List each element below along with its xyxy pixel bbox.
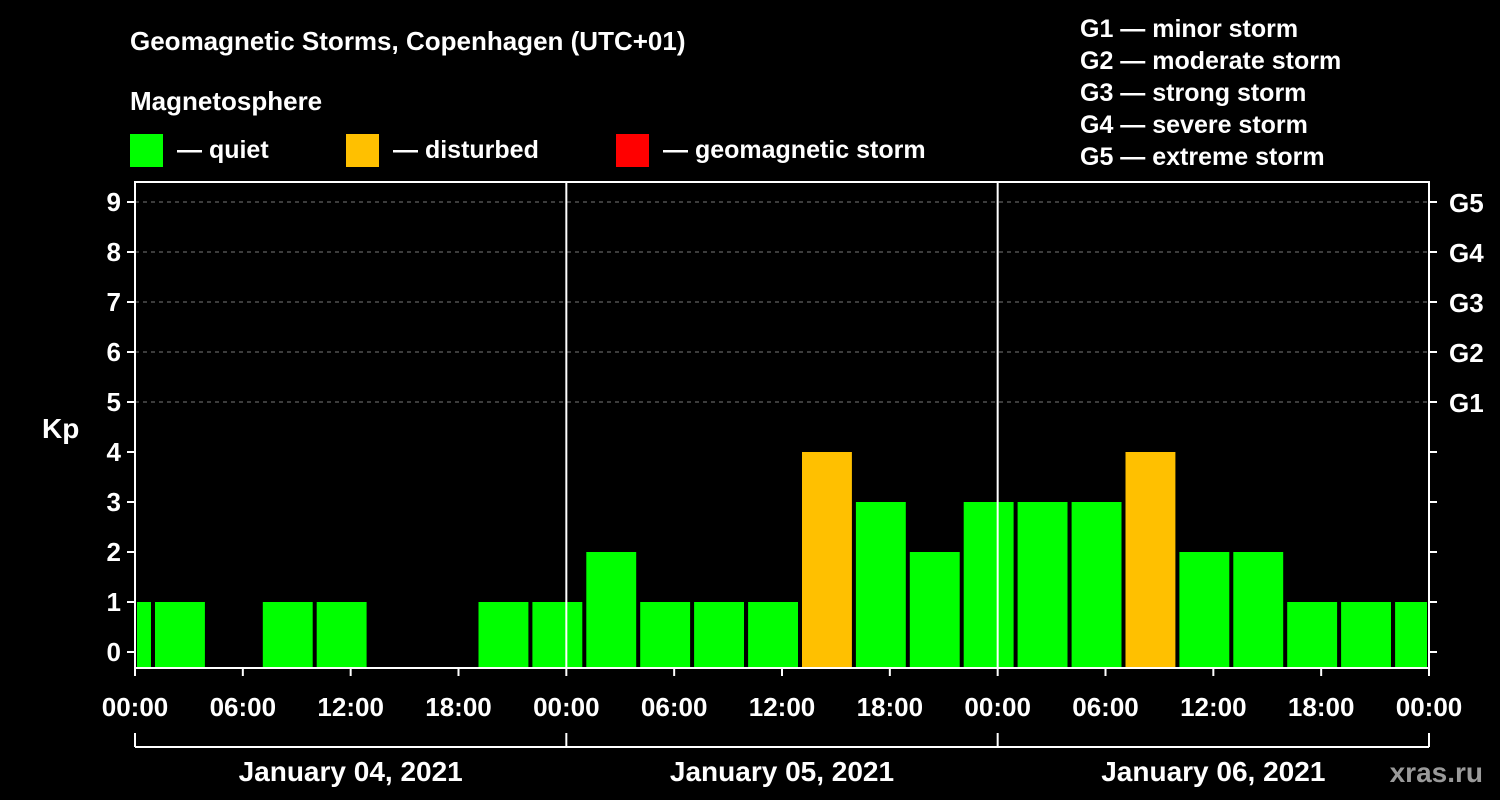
bar-13 bbox=[802, 452, 852, 668]
bar-20 bbox=[1179, 552, 1230, 668]
x-tick-label-0: 00:00 bbox=[102, 692, 169, 722]
right-axis-label-g4: G4 bbox=[1449, 238, 1484, 268]
bar-10 bbox=[640, 602, 691, 668]
x-tick-label-10: 12:00 bbox=[1180, 692, 1247, 722]
storm-scale-g4: G4 — severe storm bbox=[1080, 111, 1308, 139]
y-tick-label-0: 0 bbox=[107, 637, 121, 667]
y-tick-label-6: 6 bbox=[107, 337, 121, 367]
x-tick-label-8: 00:00 bbox=[964, 692, 1031, 722]
legend-label-disturbed: — disturbed bbox=[393, 136, 539, 164]
right-axis-label-g5: G5 bbox=[1449, 188, 1484, 218]
x-tick-label-7: 18:00 bbox=[857, 692, 924, 722]
bar-11 bbox=[694, 602, 744, 668]
right-axis-label-g1: G1 bbox=[1449, 388, 1484, 418]
y-tick-label-3: 3 bbox=[107, 487, 121, 517]
chart-title: Geomagnetic Storms, Copenhagen (UTC+01) bbox=[130, 26, 685, 56]
day-label-1: January 05, 2021 bbox=[670, 756, 894, 787]
y-tick-label-5: 5 bbox=[107, 387, 121, 417]
x-tick-label-12: 00:00 bbox=[1396, 692, 1463, 722]
legend-swatch-quiet bbox=[130, 134, 163, 167]
bar-12 bbox=[748, 602, 798, 668]
grid-lines bbox=[135, 201, 1429, 403]
axes bbox=[127, 181, 1437, 748]
x-tick-label-6: 12:00 bbox=[749, 692, 816, 722]
y-tick-label-9: 9 bbox=[107, 187, 121, 217]
bar-17 bbox=[1017, 502, 1068, 668]
bar-14 bbox=[855, 502, 906, 668]
day-label-2: January 06, 2021 bbox=[1101, 756, 1325, 787]
y-tick-label-1: 1 bbox=[107, 587, 121, 617]
bar-19 bbox=[1125, 452, 1176, 668]
bar-18 bbox=[1071, 502, 1122, 668]
magnetosphere-label: Magnetosphere bbox=[130, 86, 322, 116]
bar-23 bbox=[1341, 602, 1391, 668]
watermark: xras.ru bbox=[1390, 757, 1483, 788]
y-tick-label-2: 2 bbox=[107, 537, 121, 567]
storm-scale: G1 — minor storm G2 — moderate storm G3 … bbox=[1080, 15, 1341, 171]
legend-swatch-storm bbox=[616, 134, 649, 167]
bar-24 bbox=[1395, 602, 1427, 668]
y-tick-label-7: 7 bbox=[107, 287, 121, 317]
storm-scale-g5: G5 — extreme storm bbox=[1080, 143, 1325, 171]
legend: — quiet — disturbed — geomagnetic storm bbox=[130, 134, 926, 167]
right-axis-label-g2: G2 bbox=[1449, 338, 1484, 368]
x-tick-label-1: 06:00 bbox=[210, 692, 277, 722]
day-label-0: January 04, 2021 bbox=[239, 756, 463, 787]
y-tick-label-8: 8 bbox=[107, 237, 121, 267]
bar-15 bbox=[909, 552, 960, 668]
legend-label-quiet: — quiet bbox=[177, 136, 269, 164]
bar-4 bbox=[316, 602, 367, 668]
bars bbox=[137, 452, 1427, 668]
bar-3 bbox=[262, 602, 313, 668]
x-tick-label-5: 06:00 bbox=[641, 692, 708, 722]
bar-0 bbox=[137, 602, 151, 668]
x-tick-label-2: 12:00 bbox=[317, 692, 384, 722]
storm-scale-g1: G1 — minor storm bbox=[1080, 15, 1298, 43]
y-tick-label-4: 4 bbox=[107, 437, 122, 467]
bar-9 bbox=[586, 552, 637, 668]
x-tick-label-9: 06:00 bbox=[1072, 692, 1139, 722]
y-axis-label: Kp bbox=[42, 413, 79, 444]
x-tick-label-4: 00:00 bbox=[533, 692, 600, 722]
bar-8 bbox=[532, 602, 583, 668]
storm-scale-g3: G3 — strong storm bbox=[1080, 79, 1306, 107]
storm-scale-g2: G2 — moderate storm bbox=[1080, 47, 1341, 75]
right-axis-label-g3: G3 bbox=[1449, 288, 1484, 318]
x-tick-label-3: 18:00 bbox=[425, 692, 492, 722]
bar-22 bbox=[1287, 602, 1338, 668]
bar-21 bbox=[1233, 552, 1284, 668]
bar-7 bbox=[478, 602, 529, 668]
bar-1 bbox=[155, 602, 205, 668]
legend-label-storm: — geomagnetic storm bbox=[663, 136, 926, 164]
x-tick-label-11: 18:00 bbox=[1288, 692, 1355, 722]
legend-swatch-disturbed bbox=[346, 134, 379, 167]
axis-labels: 0 1 2 3 4 5 6 7 8 9 G1 G2 G3 G4 G5 00:00 06:00 12:00 18:00… bbox=[102, 187, 1484, 787]
bar-16 bbox=[963, 502, 1014, 668]
